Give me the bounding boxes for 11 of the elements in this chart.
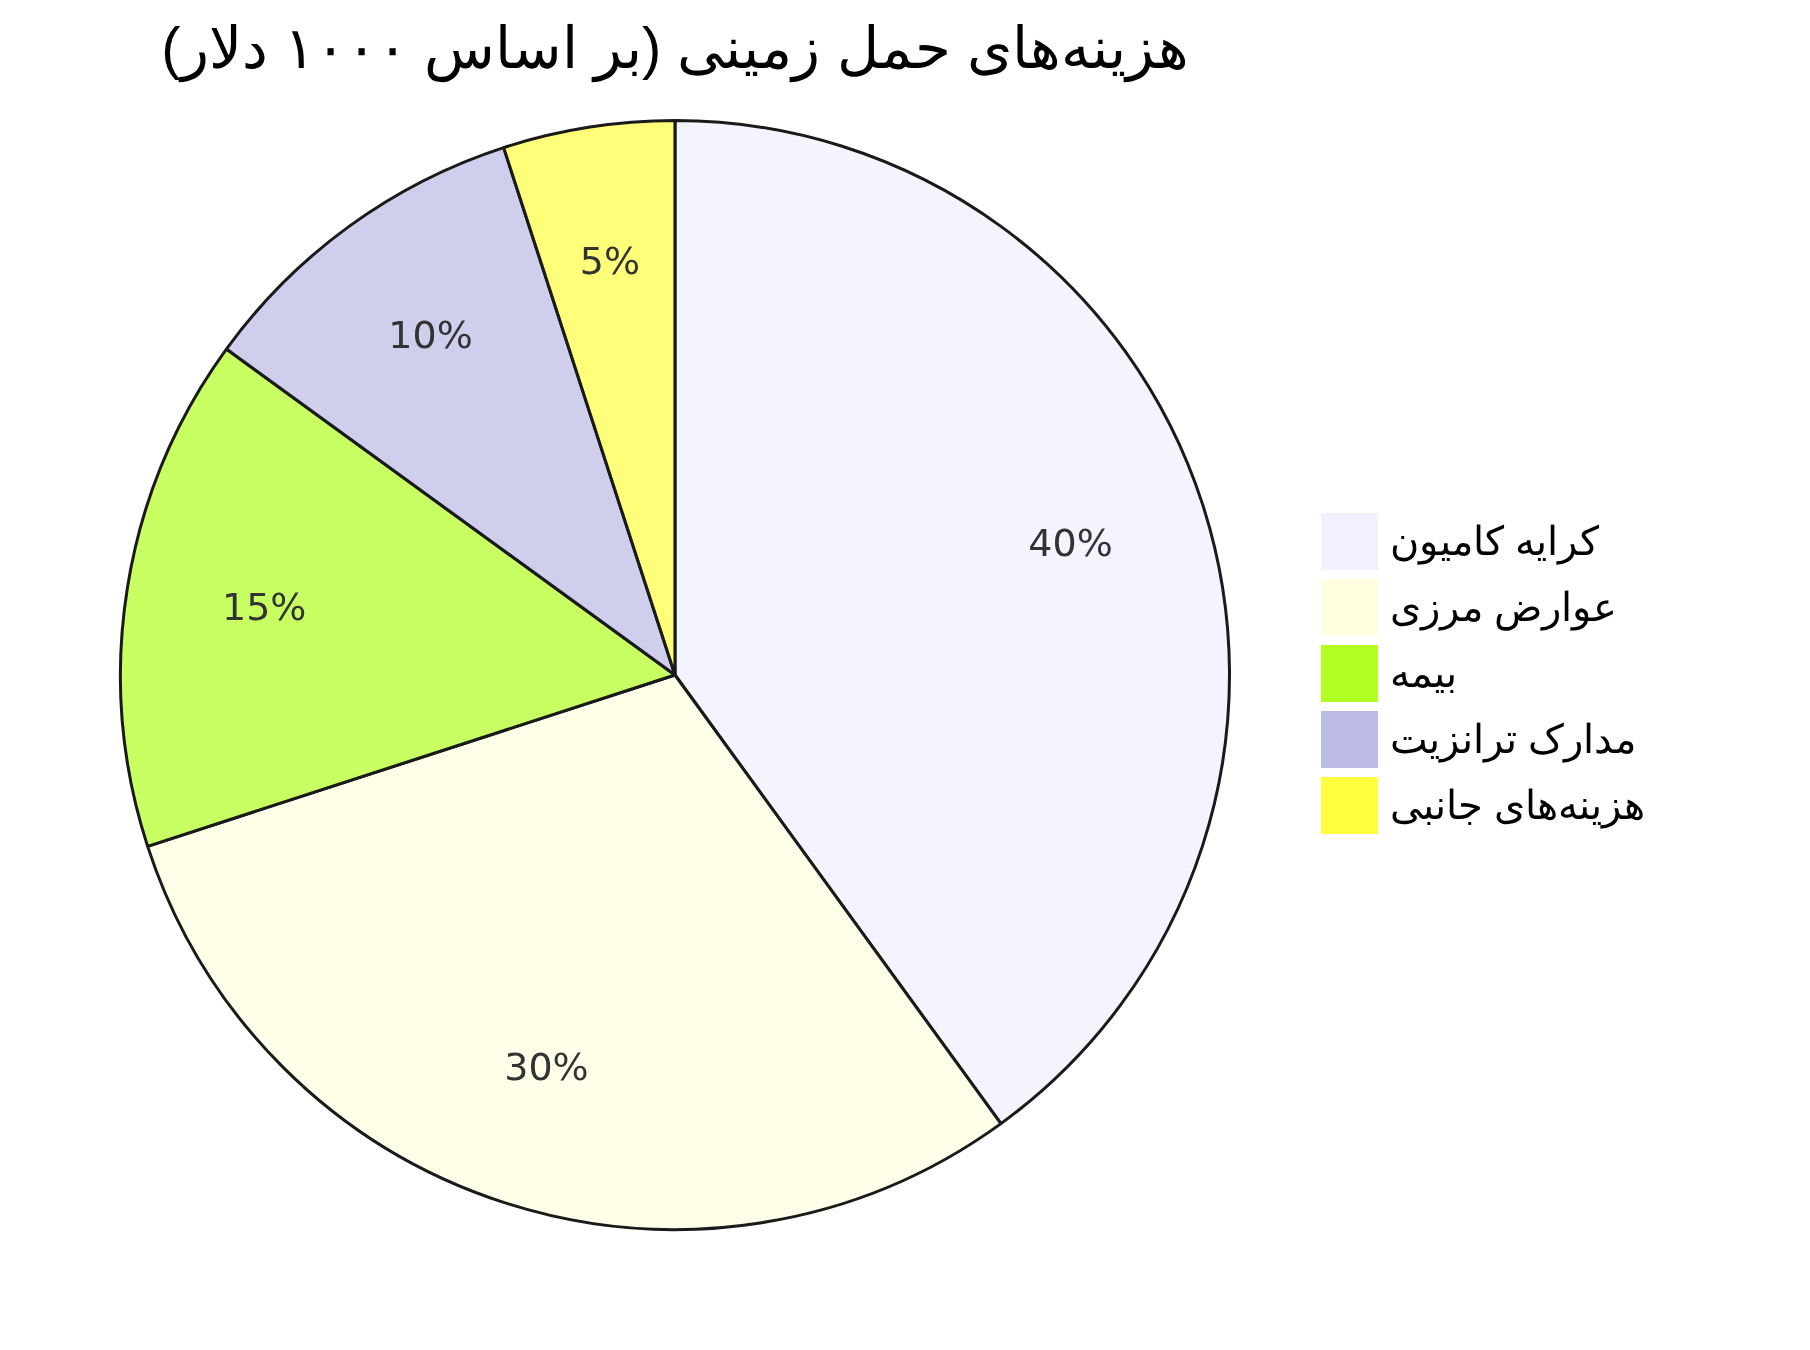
chart-title: هزینه‌های حمل زمینی (بر اساس ۱۰۰۰ دلار)	[160, 14, 1190, 82]
legend-label: مدارک ترانزیت	[1390, 716, 1637, 762]
slice-label: کرایه کامیون	[1390, 518, 1600, 564]
data-label: 15%	[222, 584, 307, 629]
data-label: 10%	[388, 313, 473, 358]
data-label: 30%	[504, 1045, 589, 1090]
legend-label: هزینه‌های جانبی	[1390, 782, 1646, 828]
legend-label: عوارض مرزی	[1390, 584, 1618, 630]
data-label: 40%	[1028, 521, 1113, 566]
data-label: 5%	[579, 239, 641, 284]
legend-label: بیمه	[1390, 650, 1457, 696]
